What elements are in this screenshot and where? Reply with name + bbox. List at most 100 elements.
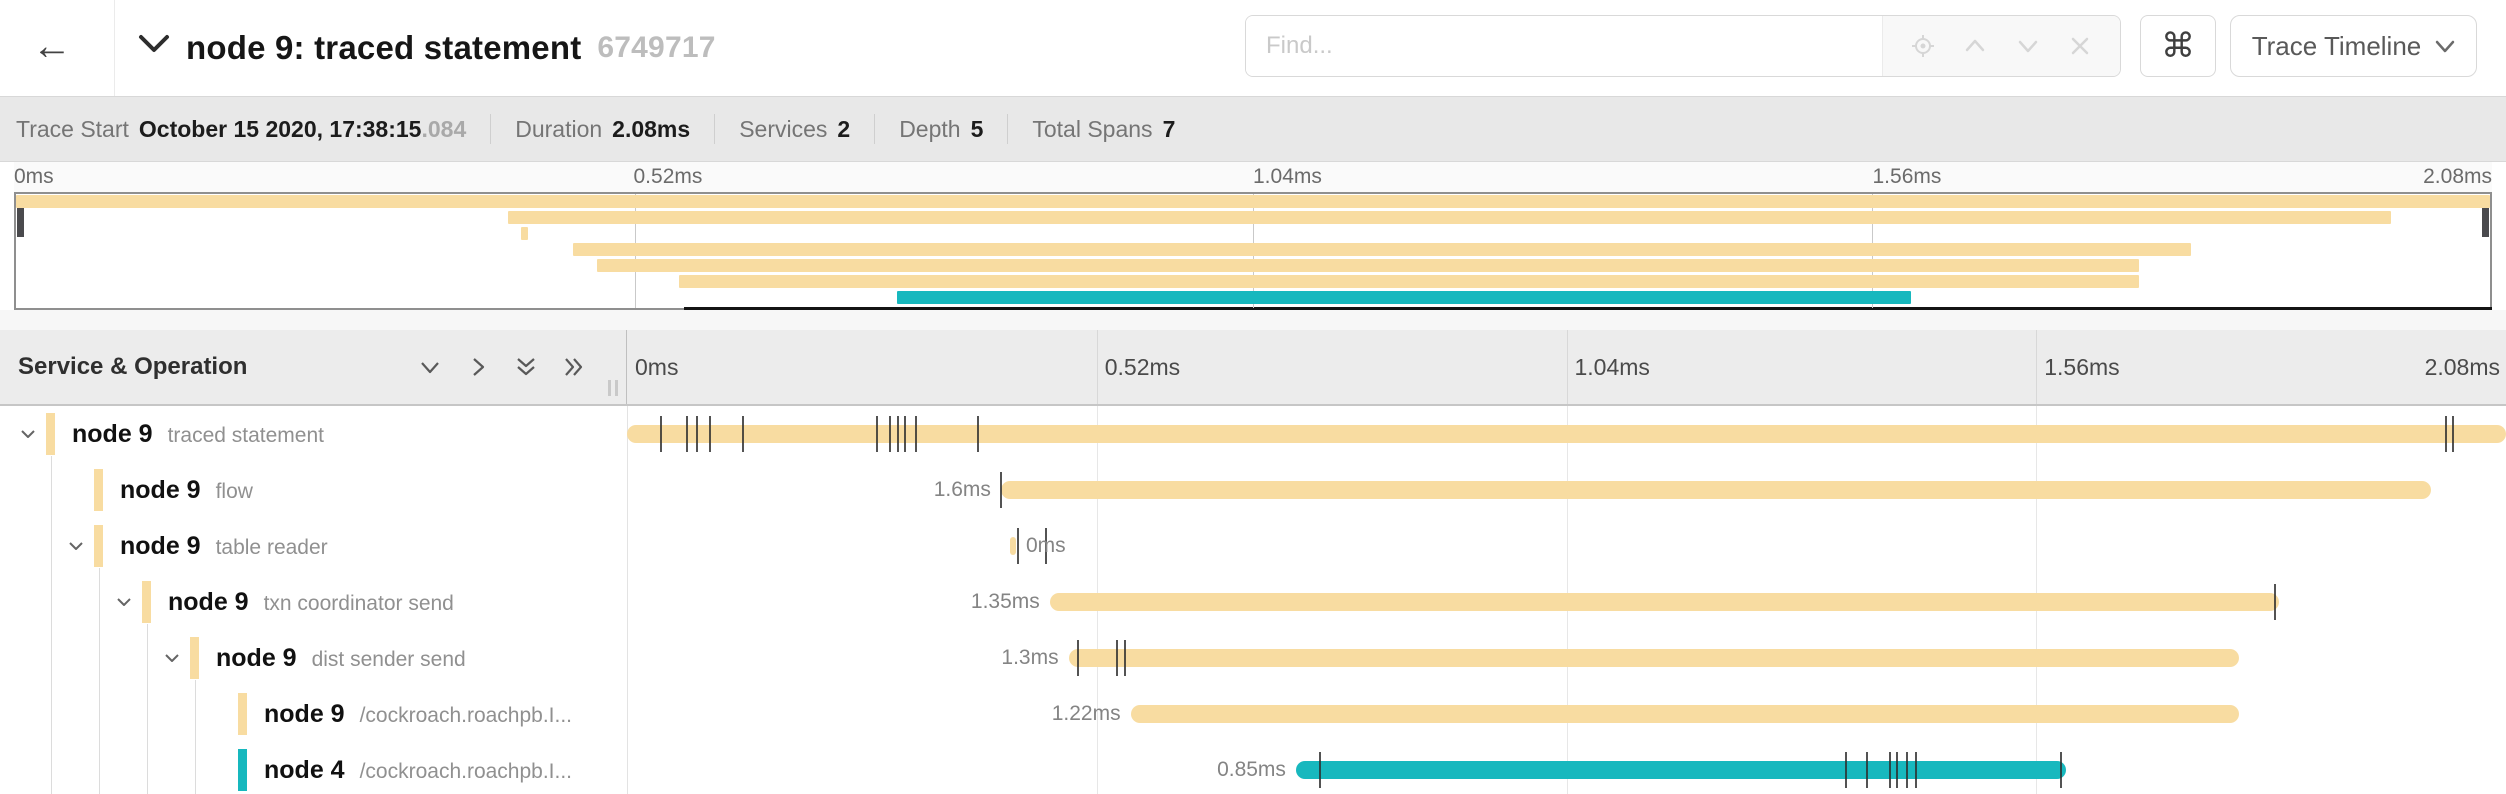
column-resize-grip[interactable] [608, 380, 618, 396]
span-name-cell[interactable]: node 9/cockroach.roachpb.I... [0, 686, 627, 742]
summary-value-suffix: .084 [421, 116, 467, 142]
page-title: node 9: traced statement 6749717 [186, 0, 716, 96]
span-log-tick [1045, 528, 1048, 564]
span-bar[interactable] [1130, 705, 2240, 723]
span-name-cell[interactable]: node 9 dist sender send [0, 630, 627, 686]
trace-minimap[interactable] [14, 192, 2492, 311]
span-name-text: node 9/cockroach.roachpb.I... [264, 686, 572, 742]
collapse-all-icon[interactable] [514, 355, 538, 379]
tree-chevron-down-icon[interactable] [66, 536, 86, 556]
span-bar[interactable] [1068, 649, 2240, 667]
span-name-cell[interactable]: node 4/cockroach.roachpb.I... [0, 742, 627, 794]
span-color-bar [94, 469, 103, 511]
timeline-header-gridline [1096, 330, 1098, 404]
find-prev-icon[interactable] [1962, 33, 1988, 59]
tree-indent-guide [51, 742, 52, 794]
span-track[interactable]: 0ms [627, 518, 2506, 574]
span-log-tick [708, 416, 711, 452]
tree-indent-guide [195, 742, 196, 794]
tree-chevron-down-icon[interactable] [162, 648, 182, 668]
span-service-name: node 9 [168, 588, 249, 616]
span-duration-label: 1.22ms [1051, 702, 1121, 725]
span-row[interactable]: node 9 table reader 0ms [0, 518, 2506, 574]
span-row[interactable]: node 9 flow 1.6ms [0, 462, 2506, 518]
span-row[interactable]: node 9 txn coordinator send 1.35ms [0, 574, 2506, 630]
minimap-right-handle[interactable] [2482, 195, 2489, 237]
tree-indent-guide [51, 518, 52, 574]
summary-value: 2 [837, 116, 851, 142]
find-group [1245, 15, 2121, 77]
summary-item: Trace Start October 15 2020, 17:38:15.084 [16, 114, 490, 144]
expand-one-icon[interactable] [466, 355, 490, 379]
timeline-tick-label: 1.56ms [2044, 353, 2120, 380]
span-track[interactable]: 1.22ms [627, 686, 2506, 742]
span-name-cell[interactable]: node 9 flow [0, 462, 627, 518]
keyboard-shortcuts-button[interactable]: ⌘ [2140, 15, 2216, 77]
span-name-text: node 9 traced statement [72, 406, 324, 462]
span-bar[interactable] [1000, 481, 2431, 499]
span-bar[interactable] [1295, 761, 2067, 779]
expand-all-icon[interactable] [562, 355, 586, 379]
summary-value: 7 [1162, 116, 1176, 142]
span-log-tick [2273, 584, 2276, 620]
span-track[interactable]: 0.85ms [627, 742, 2506, 794]
summary-label: Services [739, 116, 828, 142]
span-log-tick [1116, 640, 1119, 676]
tree-indent-guide [99, 568, 100, 574]
tree-indent-guide [147, 624, 148, 630]
service-operation-column-header: Service & Operation [0, 330, 627, 404]
span-bar[interactable] [627, 425, 2506, 443]
span-name-text: node 9 flow [120, 462, 253, 518]
find-input[interactable] [1246, 16, 1882, 76]
minimap-axis-tick: 0.52ms [633, 165, 703, 188]
span-operation-name: flow [215, 480, 253, 503]
span-log-tick [1866, 752, 1869, 788]
span-row[interactable]: node 9/cockroach.roachpb.I... 1.22ms [0, 686, 2506, 742]
find-clear-icon[interactable] [2067, 33, 2093, 59]
locate-icon[interactable] [1910, 33, 1936, 59]
span-log-tick [1123, 640, 1126, 676]
span-log-tick [1845, 752, 1848, 788]
span-row[interactable]: node 4/cockroach.roachpb.I... 0.85ms [0, 742, 2506, 794]
minimap-scroll-indicator [683, 307, 2492, 311]
span-log-tick [695, 416, 698, 452]
find-next-icon[interactable] [2015, 33, 2041, 59]
span-duration-label: 1.6ms [933, 478, 991, 501]
span-duration-label: 1.35ms [970, 590, 1040, 613]
collapse-one-icon[interactable] [418, 355, 442, 379]
span-service-name: node 9 [120, 532, 201, 560]
span-service-name: node 9 [72, 420, 153, 448]
tree-chevron-down-icon[interactable] [18, 424, 38, 444]
tree-indent-guide [195, 680, 196, 686]
span-log-tick [2444, 416, 2447, 452]
span-operation-name: /cockroach.roachpb.I... [359, 760, 573, 783]
span-name-cell[interactable]: node 9 traced statement [0, 406, 627, 462]
view-selector-dropdown[interactable]: Trace Timeline [2230, 15, 2477, 77]
span-row[interactable]: node 9 dist sender send 1.3ms [0, 630, 2506, 686]
gap-strip [0, 310, 2506, 330]
minimap-left-handle[interactable] [17, 195, 24, 237]
span-row[interactable]: node 9 traced statement [0, 406, 2506, 462]
back-button[interactable]: ← [20, 14, 84, 78]
header-divider [114, 0, 115, 96]
span-bar[interactable] [1049, 593, 2279, 611]
collapse-controls [418, 330, 586, 404]
minimap-span-bar [16, 195, 2490, 208]
span-track[interactable]: 1.35ms [627, 574, 2506, 630]
span-log-tick [1905, 752, 1908, 788]
title-chevron-down-icon[interactable] [138, 34, 170, 54]
summary-label: Trace Start [16, 116, 129, 142]
minimap-span-bar [520, 227, 529, 240]
span-color-bar [142, 581, 151, 623]
span-log-tick [659, 416, 662, 452]
span-track[interactable]: 1.6ms [627, 462, 2506, 518]
tree-chevron-down-icon[interactable] [114, 592, 134, 612]
span-bar[interactable] [1010, 537, 1016, 555]
summary-item: Total Spans 7 [1007, 114, 1199, 144]
span-track[interactable] [627, 406, 2506, 462]
span-name-cell[interactable]: node 9 table reader [0, 518, 627, 574]
minimap-axis-tick: 1.56ms [1872, 165, 1942, 188]
span-operation-name: table reader [215, 536, 328, 559]
span-track[interactable]: 1.3ms [627, 630, 2506, 686]
span-name-cell[interactable]: node 9 txn coordinator send [0, 574, 627, 630]
